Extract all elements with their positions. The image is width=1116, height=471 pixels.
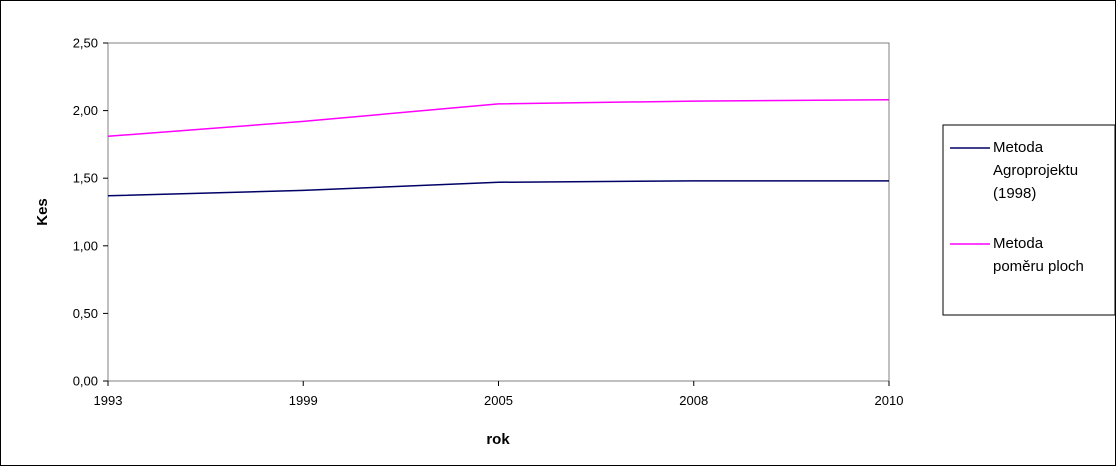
y-tick-label: 0,50 — [73, 306, 98, 321]
legend-label-1: (1998) — [993, 185, 1036, 202]
legend-label-1: Agroprojektu — [993, 162, 1078, 179]
legend-label-2: Metoda — [993, 235, 1044, 252]
legend-box — [942, 124, 1116, 316]
y-tick-label: 1,00 — [73, 238, 98, 253]
x-axis-ticks: 1993 1999 2005 2008 2010 — [94, 381, 904, 408]
legend-label-1: Metoda — [993, 139, 1044, 156]
x-axis-title: rok — [486, 431, 510, 448]
x-tick-label: 1993 — [94, 393, 123, 408]
legend-items: Metoda Agroprojektu (1998) Metoda poměru plo… — [950, 139, 1084, 275]
y-tick-label: 2,00 — [73, 103, 98, 118]
series-lines — [107, 99, 890, 197]
y-axis-ticks: 0,00 0,50 1,00 1,50 2,00 2,50 — [73, 36, 108, 389]
legend: Metoda Agroprojektu (1998) Metoda poměru plo… — [942, 124, 1116, 316]
legend-label-2: poměru ploch — [993, 258, 1084, 275]
plot-area — [107, 42, 890, 382]
x-tick-label: 1999 — [289, 393, 318, 408]
x-tick-label: 2010 — [875, 393, 904, 408]
y-tick-label: 2,50 — [73, 36, 98, 51]
y-axis-title: Kes — [34, 198, 51, 226]
series-line-2 — [107, 99, 890, 138]
series-line-1 — [107, 180, 889, 197]
y-tick-label: 1,50 — [73, 171, 98, 186]
y-tick-label: 0,00 — [73, 374, 98, 389]
x-tick-label: 2008 — [679, 393, 708, 408]
x-tick-label: 2005 — [484, 393, 513, 408]
